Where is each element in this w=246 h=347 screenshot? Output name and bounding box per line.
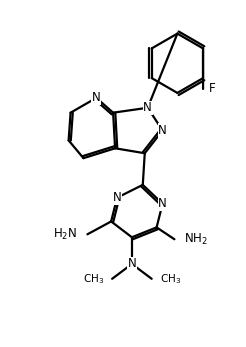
- Text: CH$_3$: CH$_3$: [160, 272, 181, 286]
- Text: N: N: [113, 191, 122, 204]
- Text: N: N: [127, 257, 136, 270]
- Text: N: N: [158, 197, 167, 210]
- Text: N: N: [158, 124, 167, 137]
- Text: H$_2$N: H$_2$N: [53, 227, 77, 242]
- Text: N: N: [143, 101, 152, 114]
- Text: NH$_2$: NH$_2$: [184, 232, 208, 247]
- Text: CH$_3$: CH$_3$: [83, 272, 104, 286]
- Text: F: F: [209, 83, 216, 95]
- Text: N: N: [92, 91, 101, 104]
